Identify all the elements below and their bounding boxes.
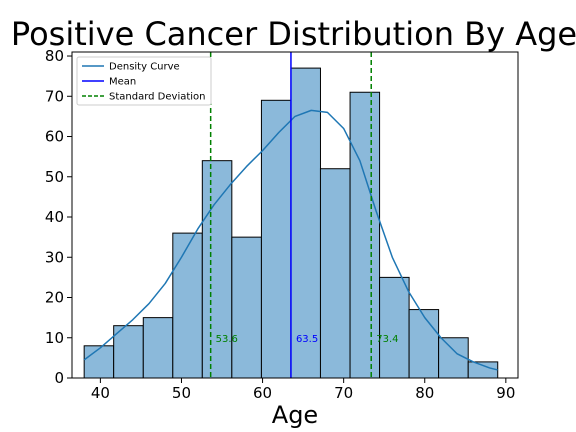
x-tick-label-5: 90 — [496, 384, 515, 402]
histogram-bar-11 — [408, 309, 440, 379]
plot-area: 53.6 73.4 63.5 — [83, 52, 499, 379]
legend: Density Curve Mean Standard Deviation — [76, 56, 212, 106]
y-tick-label-1: 10 — [45, 329, 64, 347]
std-dev-label-1: 73.4 — [376, 334, 398, 345]
histogram-bar-8 — [319, 168, 351, 379]
legend-box — [76, 56, 212, 106]
legend-label-2: Standard Deviation — [109, 92, 206, 103]
histogram-bar-4 — [201, 160, 233, 379]
y-tick-label-8: 80 — [45, 47, 64, 65]
legend-label-1: Mean — [109, 77, 136, 88]
x-tick-label-4: 80 — [415, 384, 434, 402]
plot-frame — [71, 51, 519, 379]
histogram-bar-0 — [83, 345, 115, 379]
y-tick-label-3: 30 — [45, 248, 64, 266]
histogram-bar-3 — [172, 232, 203, 379]
y-tick-label-7: 70 — [45, 87, 64, 105]
histogram-bar-13 — [467, 361, 499, 379]
y-tick-label-6: 60 — [45, 128, 64, 146]
histogram-bar-7 — [290, 67, 321, 379]
x-tick-label-1: 50 — [172, 384, 191, 402]
histogram-bar-5 — [231, 236, 262, 379]
axes: 40 50 60 70 80 90 0 10 20 30 40 50 60 70 80 — [45, 47, 519, 402]
legend-label-0: Density Curve — [109, 62, 180, 73]
y-tick-label-2: 20 — [45, 289, 64, 307]
histogram-bar-6 — [260, 99, 292, 379]
y-tick-label-5: 50 — [45, 168, 64, 186]
x-axis-label: Age — [272, 401, 318, 429]
x-tick-label-2: 60 — [253, 384, 272, 402]
histogram-bar-1 — [113, 325, 144, 379]
y-tick-label-4: 40 — [45, 208, 64, 226]
mean-label: 63.5 — [296, 334, 318, 345]
y-tick-label-0: 0 — [54, 369, 64, 387]
x-tick-label-3: 70 — [334, 384, 353, 402]
histogram-bar-2 — [142, 317, 174, 379]
histogram-bar-10 — [379, 276, 410, 379]
chart-title: Positive Cancer Distribution By Age — [11, 15, 576, 53]
std-dev-label-0: 53.6 — [216, 334, 238, 345]
density-curve — [83, 109, 498, 371]
histogram-bar-9 — [349, 91, 381, 379]
x-tick-label-0: 40 — [91, 384, 110, 402]
